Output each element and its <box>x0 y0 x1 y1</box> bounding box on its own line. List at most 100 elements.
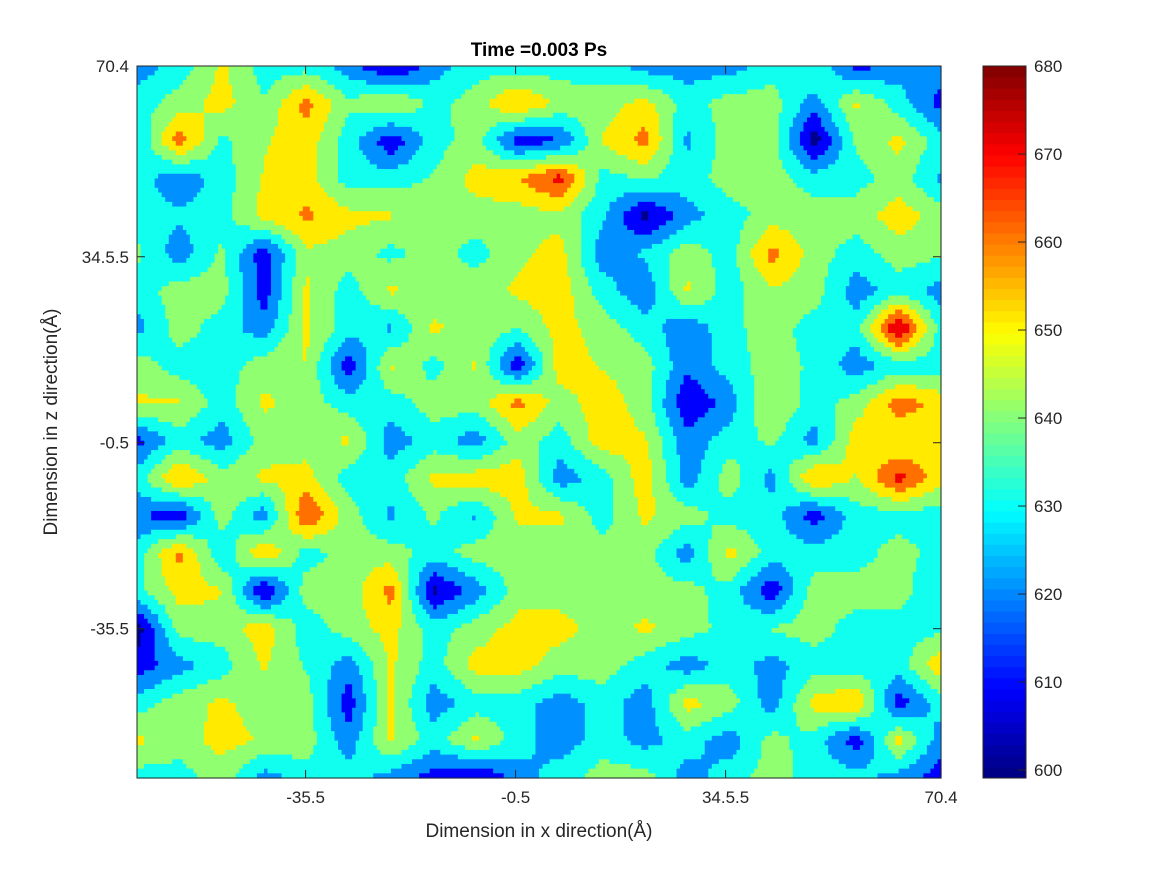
contour-band-segment <box>923 693 942 699</box>
contour-band-segment <box>704 749 738 756</box>
contour-band-segment <box>313 211 392 217</box>
contour-band-segment <box>863 698 875 704</box>
contour-band-segment <box>412 548 455 554</box>
contour-band-segment <box>680 300 706 306</box>
contour-band-segment <box>708 628 773 634</box>
contour-band-segment <box>842 459 889 465</box>
contour-band-segment <box>412 126 455 133</box>
contour-band-segment <box>891 108 917 114</box>
contour-band-segment <box>172 89 212 95</box>
contour-band-segment <box>278 304 293 311</box>
contour-band-segment <box>440 370 491 376</box>
contour-band-segment <box>761 703 780 709</box>
contour-band-segment <box>817 436 836 442</box>
contour-band-segment <box>359 286 388 292</box>
contour-band-segment <box>581 262 600 269</box>
contour-band-segment <box>718 370 752 376</box>
contour-band-segment <box>376 684 388 690</box>
contour-band-segment <box>842 94 875 100</box>
contour-band-segment <box>694 482 720 489</box>
contour-band-segment <box>613 478 635 484</box>
contour-band-segment <box>824 103 840 109</box>
contour-band-segment <box>669 698 685 704</box>
contour-band-segment <box>464 431 480 437</box>
contour-band-segment <box>137 422 173 428</box>
contour-band-segment <box>137 496 152 503</box>
contour-band-segment <box>916 356 942 362</box>
contour-band-segment <box>711 333 748 339</box>
contour-band-segment <box>292 562 318 568</box>
contour-band-segment <box>263 768 269 774</box>
contour-band-segment <box>151 140 163 147</box>
contour-band-segment <box>408 571 420 578</box>
contour-band-segment <box>211 262 226 269</box>
contour-band-segment <box>429 417 441 423</box>
contour-band-segment <box>799 689 836 695</box>
contour-band-segment <box>137 379 191 386</box>
contour-band-segment <box>422 637 452 643</box>
contour-band-segment <box>189 417 244 423</box>
contour-band-segment <box>186 136 205 142</box>
contour-band-segment <box>754 389 801 395</box>
contour-band-segment <box>302 534 314 540</box>
contour-band-segment <box>884 220 917 226</box>
contour-band-segment <box>845 614 942 620</box>
contour-band-segment <box>274 501 286 507</box>
contour-band-segment <box>930 347 942 353</box>
contour-band-segment <box>204 112 279 119</box>
contour-band-segment <box>616 318 667 325</box>
contour-band-segment <box>782 689 801 695</box>
contour-band-segment <box>323 122 346 128</box>
contour-band-segment <box>835 689 861 695</box>
contour-band-segment <box>182 656 230 662</box>
contour-band-segment <box>137 745 212 751</box>
contour-band-segment <box>609 450 649 456</box>
contour-band-segment <box>764 482 776 489</box>
contour-band-segment <box>366 370 381 376</box>
contour-band-segment <box>242 272 258 278</box>
contour-band-segment <box>560 496 614 503</box>
contour-band-segment <box>313 215 392 222</box>
contour-band-segment <box>711 295 745 301</box>
contour-band-segment <box>214 258 226 264</box>
contour-band-segment <box>193 548 212 554</box>
contour-band-segment <box>926 286 942 292</box>
contour-band-segment <box>701 703 738 709</box>
contour-band-segment <box>902 754 921 760</box>
contour-band-segment <box>204 122 279 128</box>
contour-band-segment <box>539 440 572 447</box>
contour-band-segment <box>168 239 191 245</box>
contour-band-segment <box>732 384 755 390</box>
contour-band-segment <box>302 295 311 301</box>
contour-band-segment <box>521 459 540 465</box>
contour-band-segment <box>189 234 283 240</box>
contour-band-segment <box>235 557 297 564</box>
colorbar-step <box>983 155 1026 167</box>
contour-band-segment <box>905 703 932 709</box>
contour-band-segment <box>239 375 318 381</box>
contour-band-segment <box>874 740 886 746</box>
contour-band-segment <box>775 84 903 91</box>
contour-band-segment <box>496 393 544 400</box>
contour-band-segment <box>140 623 152 629</box>
contour-band-segment <box>267 248 283 254</box>
contour-band-segment <box>359 384 385 390</box>
contour-band-segment <box>278 511 290 517</box>
contour-band-segment <box>817 431 836 437</box>
contour-band-segment <box>214 145 233 151</box>
contour-band-segment <box>912 745 928 751</box>
contour-band-segment <box>613 506 639 512</box>
contour-band-segment <box>680 763 713 770</box>
contour-band-segment <box>711 342 748 348</box>
contour-band-segment <box>842 525 942 531</box>
contour-band-segment <box>436 318 544 325</box>
contour-band-segment <box>137 80 142 86</box>
contour-band-segment <box>736 749 762 756</box>
contour-band-segment <box>486 436 505 442</box>
contour-band-segment <box>500 445 540 451</box>
contour-band-segment <box>895 333 903 339</box>
contour-band-segment <box>919 215 942 222</box>
contour-band-segment <box>242 590 254 596</box>
contour-band-segment <box>680 192 727 198</box>
contour-band-segment <box>366 365 378 372</box>
